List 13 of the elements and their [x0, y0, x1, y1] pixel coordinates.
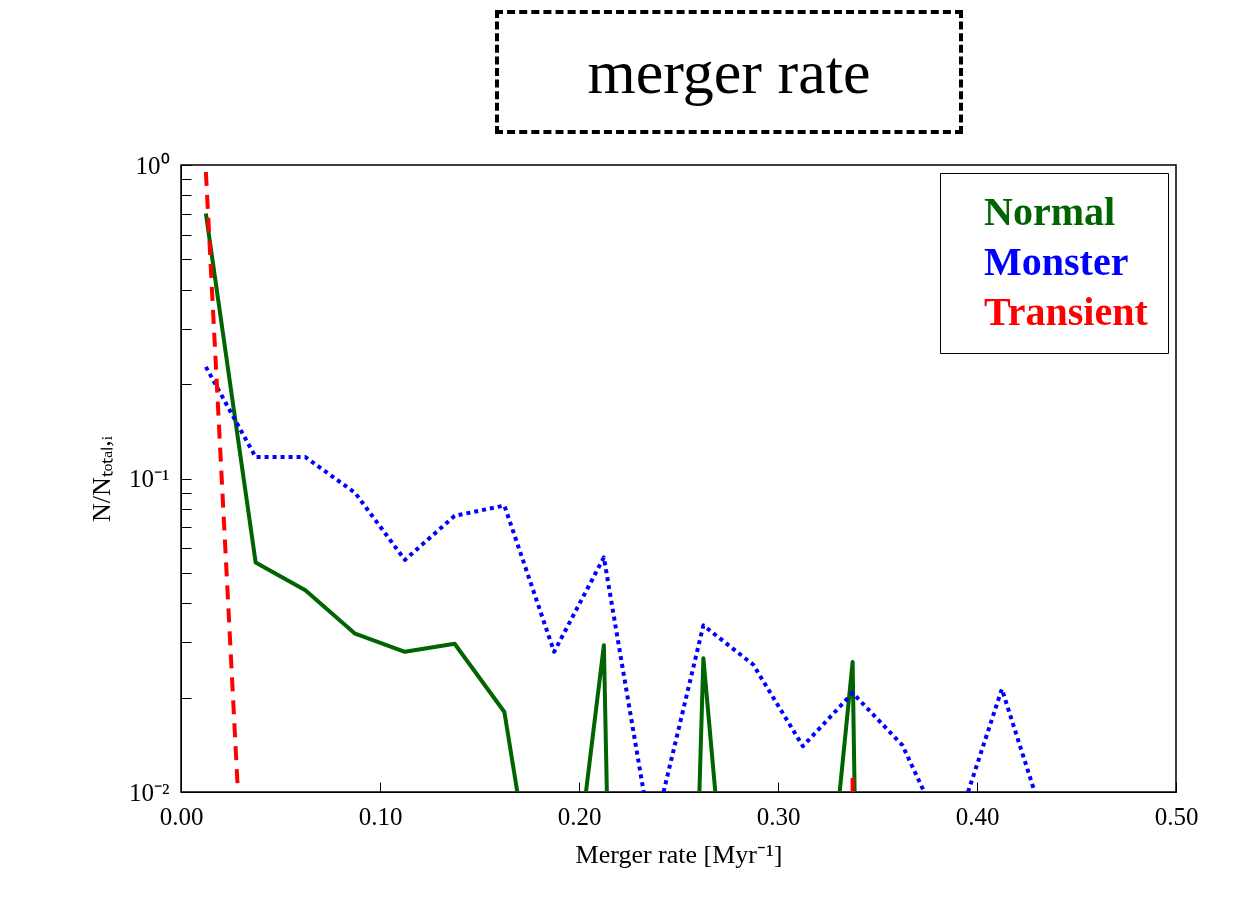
x-tick-label: 0.50 [1154, 802, 1199, 830]
y-tick-label: 10⁰ [135, 151, 170, 179]
x-tick-label: 0.20 [557, 802, 602, 830]
x-tick-label: 0.10 [358, 802, 403, 830]
y-axis-title: N/Nₜₒₜₐₗ,ᵢ [87, 435, 116, 523]
text: Monster [984, 239, 1129, 284]
x-tick-label: 0.40 [955, 802, 1000, 830]
text: Normal [984, 189, 1116, 234]
text: Transient [984, 289, 1149, 334]
y-tick-label: 10⁻¹ [129, 465, 170, 492]
chart-title: merger rate [495, 10, 963, 134]
x-axis-title: Merger rate [Myr⁻¹] [575, 839, 783, 869]
x-tick-label: 0.30 [756, 802, 801, 830]
